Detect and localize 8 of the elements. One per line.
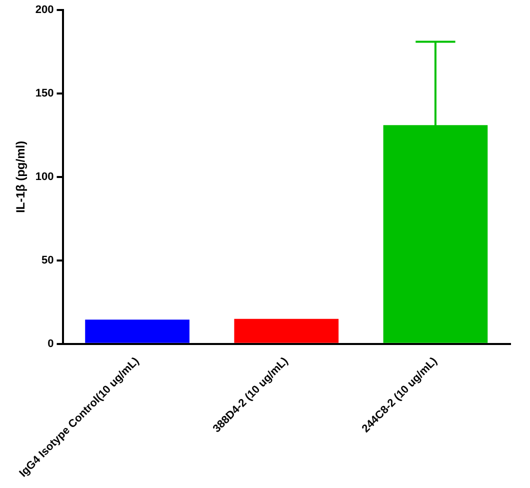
- y-tick-label: 50: [42, 254, 54, 266]
- y-tick-label: 150: [35, 87, 54, 100]
- bar: [85, 320, 190, 343]
- bar: [234, 318, 339, 343]
- y-tick-label: 200: [35, 4, 54, 16]
- y-tick-label: 0: [48, 338, 54, 350]
- y-axis-title: IL-1β (pg/ml): [14, 140, 28, 213]
- y-tick-label: 100: [35, 170, 54, 183]
